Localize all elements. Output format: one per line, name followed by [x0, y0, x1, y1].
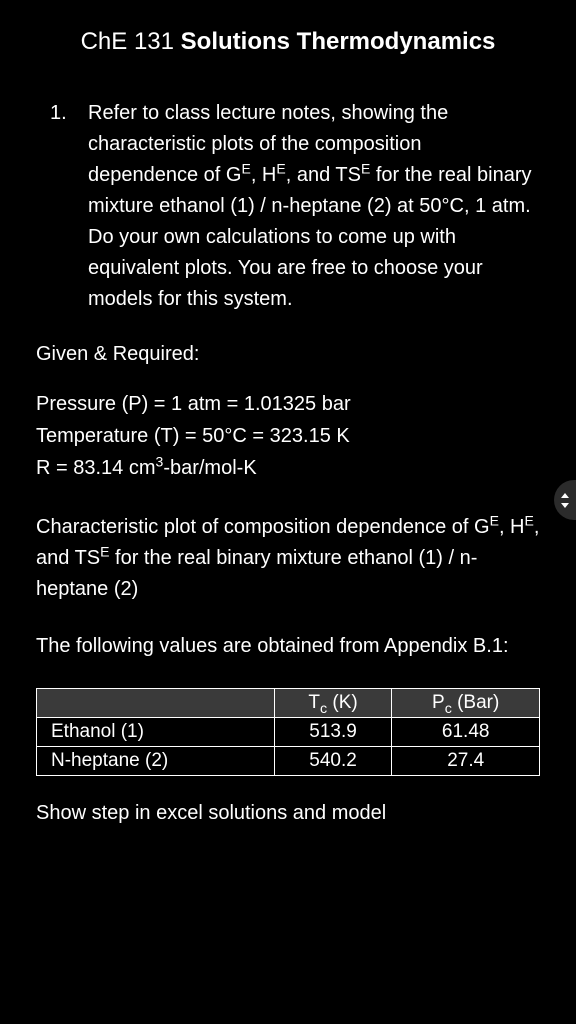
table-cell-component: Ethanol (1): [37, 718, 275, 747]
table-header-pc: Pc (Bar): [392, 689, 540, 718]
document-page: ChE 131 Solutions Thermodynamics 1. Refe…: [0, 0, 576, 849]
critical-properties-table: Tc (K) Pc (Bar) Ethanol (1) 513.9 61.48 …: [36, 688, 540, 776]
chevron-down-icon: [561, 503, 569, 508]
table-cell-tc: 540.2: [274, 747, 392, 776]
footer-instruction: Show step in excel solutions and model: [36, 798, 540, 829]
table-cell-component: N-heptane (2): [37, 747, 275, 776]
chevron-up-icon: [561, 493, 569, 498]
table-header-tc: Tc (K): [274, 689, 392, 718]
appendix-note: The following values are obtained from A…: [36, 631, 540, 662]
table-cell-pc: 27.4: [392, 747, 540, 776]
table-cell-pc: 61.48: [392, 718, 540, 747]
table-row: N-heptane (2) 540.2 27.4: [37, 747, 540, 776]
problem-text: Refer to class lecture notes, showing th…: [88, 102, 532, 310]
given-temperature: Temperature (T) = 50°C = 323.15 K: [36, 420, 540, 452]
given-required-label: Given & Required:: [36, 343, 540, 366]
given-pressure: Pressure (P) = 1 atm = 1.01325 bar: [36, 388, 540, 420]
problem-item: 1. Refer to class lecture notes, showing…: [88, 98, 532, 315]
course-code: ChE 131: [81, 28, 174, 55]
given-block: Pressure (P) = 1 atm = 1.01325 bar Tempe…: [36, 388, 540, 484]
table-cell-tc: 513.9: [274, 718, 392, 747]
characteristic-plot-text: Characteristic plot of composition depen…: [36, 512, 540, 605]
course-name: Solutions Thermodynamics: [181, 28, 496, 55]
page-title: ChE 131 Solutions Thermodynamics: [36, 28, 540, 56]
table-header-blank: [37, 689, 275, 718]
problem-list: 1. Refer to class lecture notes, showing…: [36, 98, 540, 315]
problem-number: 1.: [50, 98, 67, 129]
given-gas-constant: R = 83.14 cm3-bar/mol-K: [36, 452, 540, 484]
table-row: Ethanol (1) 513.9 61.48: [37, 718, 540, 747]
table-header-row: Tc (K) Pc (Bar): [37, 689, 540, 718]
